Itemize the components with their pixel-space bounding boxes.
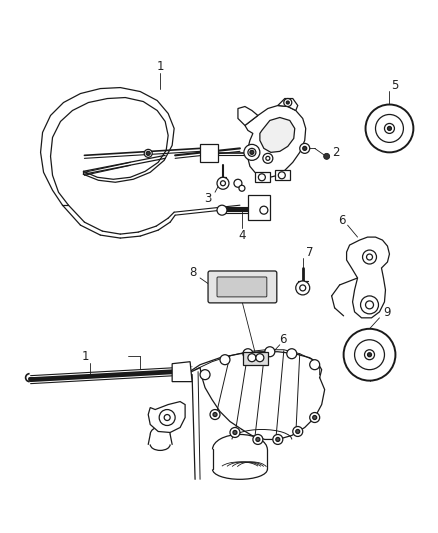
Circle shape: [313, 416, 317, 419]
Circle shape: [296, 430, 300, 433]
Text: 1: 1: [156, 60, 164, 73]
Polygon shape: [255, 172, 270, 182]
Text: 2: 2: [332, 146, 339, 159]
Circle shape: [343, 329, 396, 381]
Polygon shape: [172, 362, 192, 382]
Circle shape: [310, 413, 320, 423]
Text: 6: 6: [338, 214, 345, 227]
Circle shape: [273, 434, 283, 445]
Circle shape: [244, 144, 260, 160]
Polygon shape: [200, 144, 218, 163]
Circle shape: [233, 431, 237, 434]
Circle shape: [230, 427, 240, 438]
Circle shape: [310, 360, 320, 370]
Circle shape: [248, 148, 256, 156]
Circle shape: [367, 254, 372, 260]
Circle shape: [220, 181, 226, 186]
Circle shape: [287, 349, 297, 359]
Circle shape: [256, 438, 260, 441]
FancyBboxPatch shape: [208, 271, 277, 303]
Circle shape: [300, 143, 310, 154]
Text: 6: 6: [279, 333, 286, 346]
Circle shape: [243, 349, 253, 359]
Circle shape: [284, 99, 292, 107]
Circle shape: [303, 147, 307, 150]
Circle shape: [250, 150, 254, 155]
Text: 4: 4: [238, 229, 246, 241]
Circle shape: [220, 355, 230, 365]
Circle shape: [253, 434, 263, 445]
Polygon shape: [238, 107, 258, 125]
Polygon shape: [248, 195, 270, 220]
Circle shape: [324, 154, 330, 159]
Circle shape: [248, 354, 256, 362]
Text: 9: 9: [384, 306, 391, 319]
Circle shape: [217, 177, 229, 189]
Text: 3: 3: [205, 192, 212, 205]
Circle shape: [355, 340, 385, 370]
Circle shape: [164, 415, 170, 421]
Circle shape: [296, 281, 310, 295]
Polygon shape: [148, 401, 185, 432]
FancyBboxPatch shape: [217, 277, 267, 297]
Circle shape: [146, 151, 150, 155]
Polygon shape: [275, 171, 290, 180]
Polygon shape: [245, 106, 306, 177]
Circle shape: [210, 409, 220, 419]
Circle shape: [364, 350, 374, 360]
Circle shape: [367, 353, 371, 357]
Text: 8: 8: [189, 266, 197, 279]
Circle shape: [300, 285, 306, 291]
Text: 7: 7: [306, 246, 314, 259]
Polygon shape: [278, 99, 298, 110]
Circle shape: [256, 354, 264, 362]
Polygon shape: [243, 352, 268, 365]
Circle shape: [265, 347, 275, 357]
Circle shape: [388, 126, 392, 131]
Circle shape: [263, 154, 273, 163]
Circle shape: [144, 149, 152, 157]
Circle shape: [276, 438, 280, 441]
Circle shape: [385, 124, 395, 133]
Circle shape: [375, 115, 403, 142]
Circle shape: [217, 205, 227, 215]
Circle shape: [234, 179, 242, 187]
Circle shape: [366, 301, 374, 309]
Circle shape: [293, 426, 303, 437]
Polygon shape: [346, 237, 389, 318]
Circle shape: [360, 296, 378, 314]
Circle shape: [200, 370, 210, 379]
Circle shape: [286, 101, 289, 104]
Circle shape: [159, 409, 175, 425]
Circle shape: [366, 104, 413, 152]
Polygon shape: [260, 117, 295, 152]
Circle shape: [239, 185, 245, 191]
Text: 1: 1: [81, 350, 89, 363]
Circle shape: [363, 250, 377, 264]
Circle shape: [213, 413, 217, 416]
Circle shape: [266, 156, 270, 160]
Circle shape: [258, 174, 265, 181]
Text: 5: 5: [391, 79, 398, 92]
Circle shape: [260, 206, 268, 214]
Circle shape: [278, 172, 285, 179]
